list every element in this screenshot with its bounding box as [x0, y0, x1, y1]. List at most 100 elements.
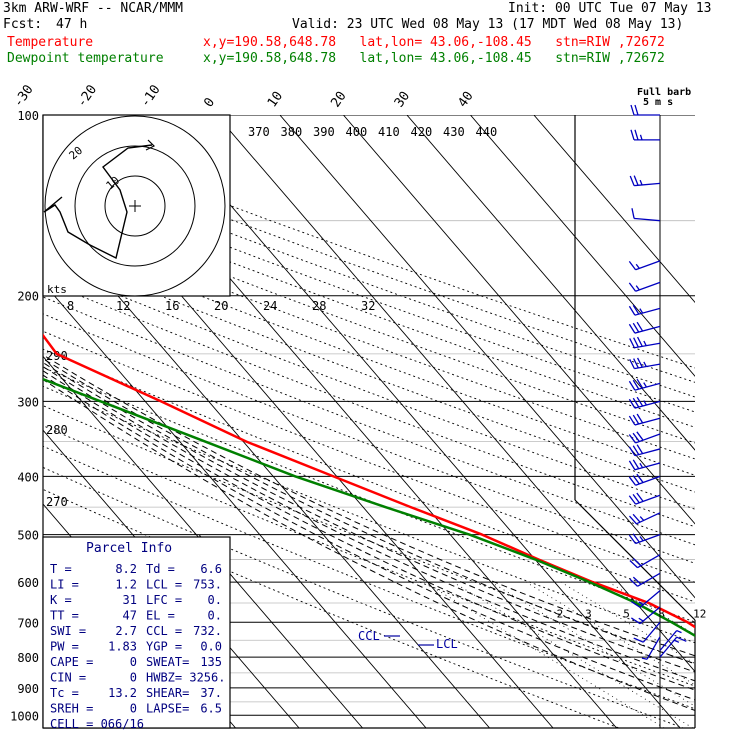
wind-barb — [637, 554, 661, 569]
isotherm-line — [43, 724, 46, 728]
wind-barb-flag — [629, 515, 637, 525]
parcel-info-value: 135 — [200, 655, 222, 669]
parcel-info-value: SREH = — [50, 702, 93, 716]
wind-key-label: 5 m s — [643, 97, 673, 108]
parcel-info-value: Tc = — [50, 686, 79, 700]
wind-barb-flag — [628, 305, 636, 316]
parcel-info-value: SWEAT= — [146, 655, 189, 669]
pressure-tick-label: 400 — [17, 470, 39, 484]
wind-barb-half-flag — [635, 285, 640, 291]
wind-barb-flag — [633, 358, 639, 369]
mixing-ratio-label: 8 — [658, 608, 665, 621]
wind-barb-half-flag — [643, 361, 647, 367]
mixing-ratio-line — [452, 581, 693, 728]
dry-adiabat-label: 390 — [313, 125, 335, 139]
moist-adiabat-line — [43, 378, 695, 712]
mixing-ratio-line — [608, 581, 695, 636]
parcel-info-value: 1.83 — [108, 640, 137, 654]
wind-barb — [634, 217, 661, 222]
wind-barb-flag — [634, 104, 639, 116]
wind-barb-flag — [632, 533, 640, 543]
lcl-label: LCL — [436, 637, 458, 651]
wind-barb-flag — [632, 445, 640, 455]
wind-barb-half-flag — [635, 263, 640, 269]
dry-adiabat-line — [43, 263, 695, 510]
wind-barb-flag — [636, 431, 644, 441]
moist-adiabat-line — [43, 362, 695, 673]
hodograph-ring — [104, 175, 166, 237]
init-time: Init: 00 UTC Tue 07 May 13 — [508, 1, 712, 16]
wind-barb-flag — [630, 129, 635, 141]
wind-barb-flag — [629, 338, 635, 349]
wind-barb-flag — [628, 434, 637, 444]
hodograph-units-label: kts — [47, 283, 67, 296]
wind-barb-flag — [632, 379, 640, 390]
dry-adiabat-label: 410 — [378, 125, 400, 139]
wind-barb — [635, 281, 661, 292]
parcel-info-value: 2.7 — [115, 624, 137, 638]
wind-barb-flag — [636, 378, 644, 389]
parcel-info-value: 0.0 — [200, 640, 222, 654]
mixing-ratio-line — [490, 581, 695, 707]
wind-barb-flag — [628, 476, 637, 486]
mixing-ratio-line — [560, 581, 695, 665]
dry-adiabat-label: 400 — [346, 125, 368, 139]
mixing-ratio-label: 3 — [585, 608, 592, 621]
parcel-info-value: CELL = 066/16 — [50, 717, 144, 731]
mixing-ratio-label: 12 — [693, 608, 706, 621]
parcel-info-value: CIN = — [50, 671, 86, 685]
parcel-info-box: Parcel Info T = 8.2 Td = 6.6 LI = 1.2 LCL = 753.… — [42, 536, 231, 731]
wind-barb — [659, 630, 678, 651]
wind-barb — [635, 494, 661, 505]
dry-adiabat-label: 280 — [46, 423, 68, 437]
dry-adiabat-label: 370 — [248, 125, 270, 139]
dry-adiabat-line — [43, 232, 695, 476]
wind-barb-half-flag — [639, 134, 643, 141]
dry-adiabat-label: 380 — [281, 125, 303, 139]
parcel-info-value: PW = — [50, 640, 79, 654]
wind-barb — [635, 260, 661, 271]
wind-barb-half-flag — [639, 308, 644, 314]
wind-barb-flag — [637, 357, 643, 368]
pressure-tick-label: 300 — [17, 395, 39, 409]
dry-adiabat-label: 290 — [46, 349, 68, 363]
wind-barb-flag — [628, 446, 636, 457]
hodograph-speed-label: 28 — [312, 299, 326, 313]
hodograph-speed-label: 16 — [165, 299, 179, 313]
forecast-label: Fcst: — [3, 17, 43, 32]
wind-barb-flag — [628, 398, 636, 409]
parcel-info-value: 31 — [123, 593, 137, 607]
wind-barb-flag — [632, 459, 640, 470]
pressure-tick-label: 100 — [17, 109, 39, 123]
parcel-info-value: EL = — [146, 609, 175, 623]
wind-barb — [634, 448, 661, 457]
wind-barb — [635, 533, 661, 545]
dry-adiabat-label: 270 — [46, 495, 68, 509]
isotherm-line — [279, 115, 695, 599]
pressure-tick-label: 800 — [17, 651, 39, 665]
wind-barb-flag — [629, 175, 635, 186]
dry-adiabat-label: 440 — [476, 125, 498, 139]
parcel-info-title: Parcel Info — [86, 541, 172, 556]
wind-barb-flag — [632, 414, 640, 425]
wind-barb — [635, 475, 661, 486]
wind-barb-half-flag — [643, 400, 648, 406]
wind-barb-half-flag — [676, 629, 682, 634]
wind-barb-flag — [628, 282, 637, 292]
wind-barb-flag — [636, 413, 644, 424]
hodograph-speed-label: 8 — [67, 299, 74, 313]
hodograph-ring — [74, 145, 196, 267]
pressure-tick-label: 700 — [17, 616, 39, 630]
parcel-info-value: 0 — [130, 655, 137, 669]
wind-barb-flag — [629, 358, 635, 369]
wind-barb-half-flag — [673, 639, 680, 643]
wind-barb-half-flag — [643, 382, 648, 388]
temperature-profile — [43, 333, 695, 629]
moist-adiabat-line — [43, 370, 695, 691]
parcel-info-value: HWBZ= 3256. — [146, 671, 225, 685]
wind-barb-flag — [632, 475, 640, 485]
wind-barb-flag — [628, 495, 637, 505]
parcel-info-value: 0 — [130, 671, 137, 685]
wind-barb — [639, 606, 661, 625]
